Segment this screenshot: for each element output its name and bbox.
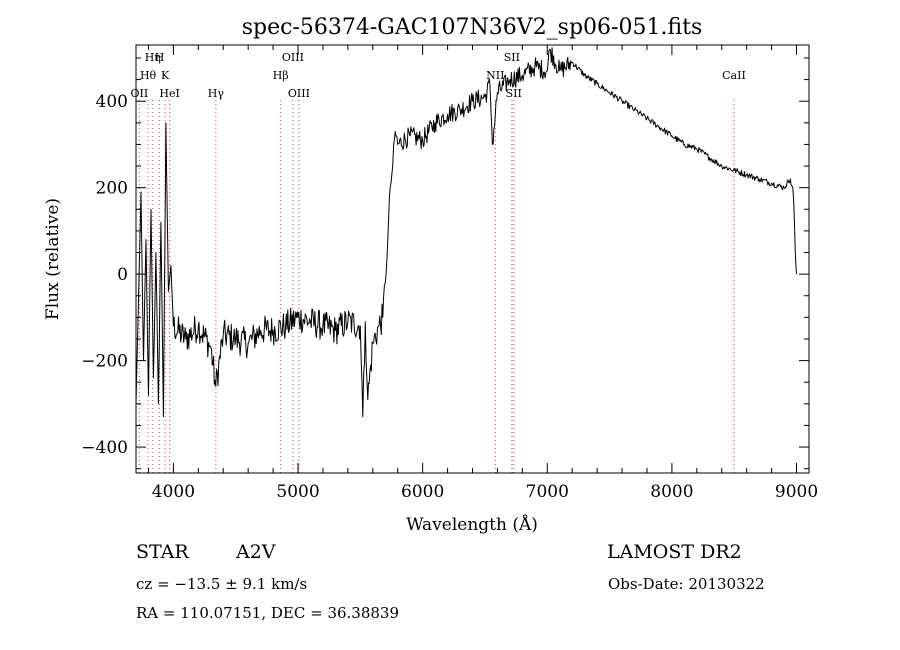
object-subclass: A2V xyxy=(236,541,276,563)
line-label-11: NII xyxy=(486,69,504,82)
spectrum-series-line xyxy=(135,47,797,418)
chart-title: spec-56374-GAC107N36V2_sp06-051.fits xyxy=(242,15,703,40)
line-label-6: Hγ xyxy=(208,87,225,100)
coordinates: RA = 110.07151, DEC = 36.38839 xyxy=(136,604,400,622)
y-tick-label: −400 xyxy=(81,438,128,458)
x-axis-label: Wavelength (Å) xyxy=(406,514,538,535)
x-tick-label: 4000 xyxy=(152,482,195,502)
x-tick-label: 8000 xyxy=(650,482,693,502)
x-tick-label: 6000 xyxy=(401,482,444,502)
obs-date: Obs-Date: 20130322 xyxy=(608,575,765,593)
line-label-1: H xyxy=(155,51,165,64)
line-label-0: Hη xyxy=(145,51,161,64)
line-label-8: Hβ xyxy=(273,69,289,82)
line-label-13: CaII xyxy=(722,69,746,82)
line-label-9: OIII xyxy=(288,87,310,100)
axis-ticks: 4000 5000 6000 7000 8000 9000 −400 −200 0 200 400 xyxy=(81,45,818,502)
y-tick-label: −200 xyxy=(81,352,128,372)
redshift-cz: cz = −13.5 ± 9.1 km/s xyxy=(136,575,308,593)
line-label-12: SII xyxy=(506,87,522,100)
y-tick-label: 0 xyxy=(117,265,128,285)
survey-name: LAMOST DR2 xyxy=(607,541,742,563)
plot-frame xyxy=(135,44,810,474)
line-label-3: K xyxy=(161,69,170,82)
y-tick-label: 200 xyxy=(96,179,128,199)
line-label-7: OIII xyxy=(282,51,304,64)
line-label-2: Hθ xyxy=(140,69,157,82)
series-layer xyxy=(135,47,797,418)
y-axis-label: Flux (relative) xyxy=(43,198,63,320)
spectrum-chart: spec-56374-GAC107N36V2_sp06-051.fits HηH… xyxy=(43,15,818,535)
line-label-5: HeI xyxy=(159,87,179,100)
line-label-10: SII xyxy=(504,51,520,64)
y-tick-label: 400 xyxy=(96,92,128,112)
x-tick-label: 7000 xyxy=(526,482,569,502)
object-class: STAR xyxy=(136,541,189,563)
x-tick-label: 9000 xyxy=(775,482,818,502)
line-label-4: OII xyxy=(131,87,149,100)
x-tick-label: 5000 xyxy=(276,482,319,502)
